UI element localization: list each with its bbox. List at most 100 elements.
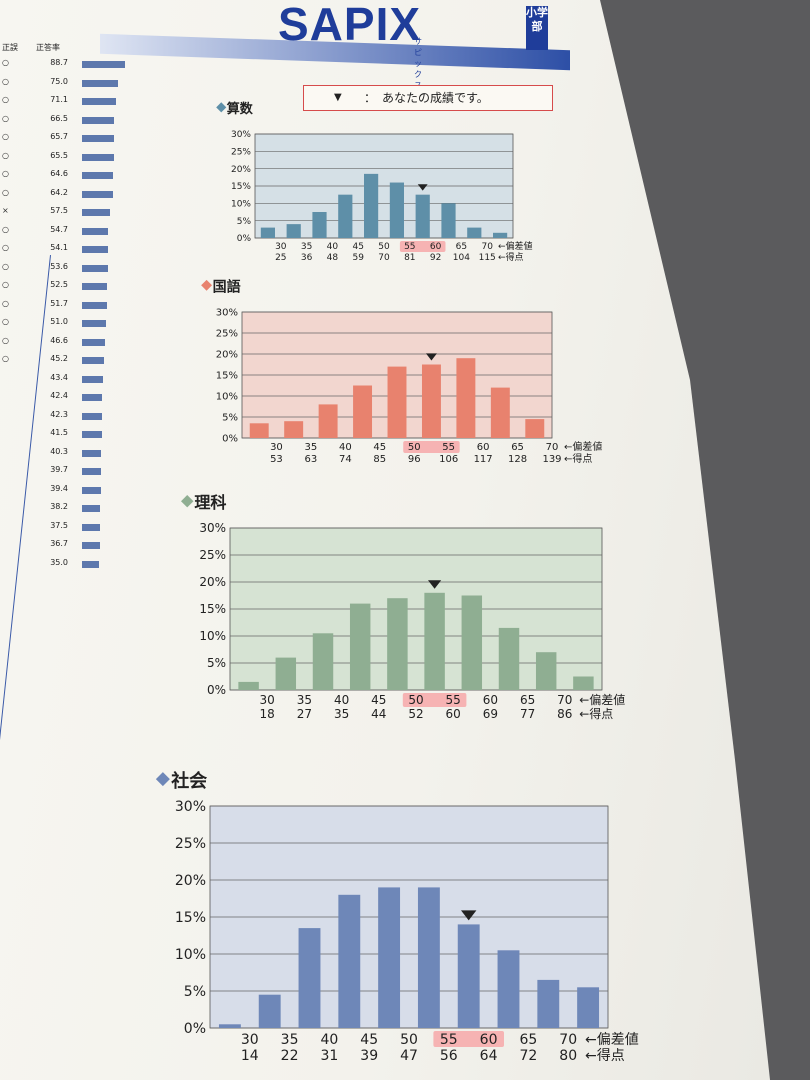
deviation-label: 35 <box>297 693 312 707</box>
answer-rate: 42.3 <box>50 409 68 419</box>
answer-rate: 37.5 <box>50 520 68 530</box>
y-tick-label: 30% <box>199 521 226 535</box>
bar <box>312 633 334 690</box>
bar <box>573 676 594 690</box>
bar <box>275 657 297 690</box>
table-row: ○ 54.7 <box>0 225 130 238</box>
bar <box>387 598 408 690</box>
score-label: 63 <box>305 454 318 465</box>
score-label: 70 <box>378 253 390 263</box>
bar <box>535 652 557 690</box>
score-label: 92 <box>430 253 441 263</box>
correct-mark: ○ <box>2 243 9 252</box>
score-label: 64 <box>480 1048 498 1064</box>
deviation-label: 70 <box>559 1032 577 1048</box>
score-label: 36 <box>301 253 313 263</box>
y-tick-label: 15% <box>199 602 226 616</box>
deviation-label: 50 <box>408 442 421 453</box>
table-row: ○ 45.2 <box>0 354 130 367</box>
y-tick-label: 15% <box>231 182 251 192</box>
y-tick-label: 30% <box>231 130 251 140</box>
deviation-label: 30 <box>275 242 287 252</box>
deviation-label: 55 <box>404 242 415 252</box>
bar <box>284 421 304 438</box>
axis-label-deviation: ←偏差値 <box>585 1032 639 1048</box>
score-label: 77 <box>520 707 535 721</box>
score-label: 74 <box>339 454 352 465</box>
table-row: ○ 65.7 <box>0 132 130 145</box>
answer-rate: 64.6 <box>50 169 68 178</box>
answer-rate: 65.5 <box>50 150 68 160</box>
deviation-label: 65 <box>456 242 467 252</box>
correct-mark: ○ <box>2 132 9 141</box>
score-label: 27 <box>297 707 312 721</box>
correct-mark: ○ <box>2 317 9 326</box>
highlight-band <box>433 1031 504 1047</box>
score-label: 115 <box>479 253 496 263</box>
chart-title: 社会 <box>171 770 207 792</box>
answer-rate: 51.7 <box>50 298 68 308</box>
table-row: 35.0 <box>0 558 130 571</box>
deviation-label: 50 <box>400 1032 418 1048</box>
axis-label-deviation: ←偏差値 <box>579 692 625 707</box>
rate-bar <box>82 172 113 179</box>
y-tick-label: 0% <box>237 234 252 244</box>
axis-label-score: ←得点 <box>498 251 524 263</box>
correct-mark: ○ <box>2 354 9 363</box>
chart-math: 算数0%5%10%15%20%25%30%3025353640484559507… <box>216 101 533 263</box>
deviation-label: 40 <box>334 693 349 707</box>
highlight-band <box>403 441 460 453</box>
answer-rate: 71.1 <box>50 95 68 104</box>
answer-rate: 64.2 <box>50 187 68 197</box>
deviation-label: 65 <box>520 693 535 707</box>
y-tick-label: 20% <box>231 165 251 175</box>
deviation-label: 70 <box>557 693 572 707</box>
bar <box>424 592 445 690</box>
bar <box>312 212 327 238</box>
y-tick-label: 5% <box>184 984 206 1000</box>
correct-mark: ○ <box>2 58 9 67</box>
score-label: 85 <box>373 454 386 465</box>
bar <box>417 887 440 1028</box>
axis-label-score: ←得点 <box>585 1047 625 1064</box>
bar <box>421 364 441 438</box>
correct-mark: ○ <box>2 113 9 123</box>
y-tick-label: 5% <box>222 413 238 424</box>
y-tick-label: 5% <box>237 217 252 227</box>
score-label: 14 <box>241 1048 259 1064</box>
table-row: × 57.5 <box>0 206 130 219</box>
bar <box>457 924 480 1028</box>
sapix-logo: SAPIX サピックス 小学部 <box>278 0 548 90</box>
score-label: 39 <box>360 1048 378 1064</box>
score-label: 117 <box>474 454 493 465</box>
y-tick-label: 15% <box>216 371 238 382</box>
deviation-label: 60 <box>480 1032 498 1048</box>
table-row: ○ 46.6 <box>0 336 130 349</box>
rate-bar <box>82 61 125 68</box>
answer-rate: 57.5 <box>50 206 68 215</box>
deviation-label: 35 <box>281 1032 299 1048</box>
bar <box>258 994 281 1028</box>
bar <box>249 423 269 438</box>
score-label: 59 <box>352 253 364 263</box>
answer-rate: 54.1 <box>50 243 68 252</box>
y-tick-label: 10% <box>216 392 238 403</box>
bar <box>286 224 301 238</box>
y-tick-label: 30% <box>216 308 238 319</box>
deviation-label: 65 <box>519 1032 537 1048</box>
score-label: 44 <box>371 707 386 721</box>
rate-bar <box>82 375 103 383</box>
rate-bar <box>82 264 108 272</box>
legend-box: ▼ ： あなたの成績です。 <box>303 85 553 111</box>
score-label: 47 <box>400 1048 418 1064</box>
rate-bar <box>82 338 105 346</box>
score-label: 139 <box>542 454 561 465</box>
col-header-correct: 正誤 <box>2 43 18 52</box>
rate-bar <box>82 135 114 142</box>
axis-label-score: ←得点 <box>564 453 592 465</box>
score-label: 60 <box>446 707 461 721</box>
axis-label-deviation: ←偏差値 <box>564 440 602 453</box>
highlight-band <box>402 693 467 707</box>
your-score-marker <box>461 910 477 921</box>
